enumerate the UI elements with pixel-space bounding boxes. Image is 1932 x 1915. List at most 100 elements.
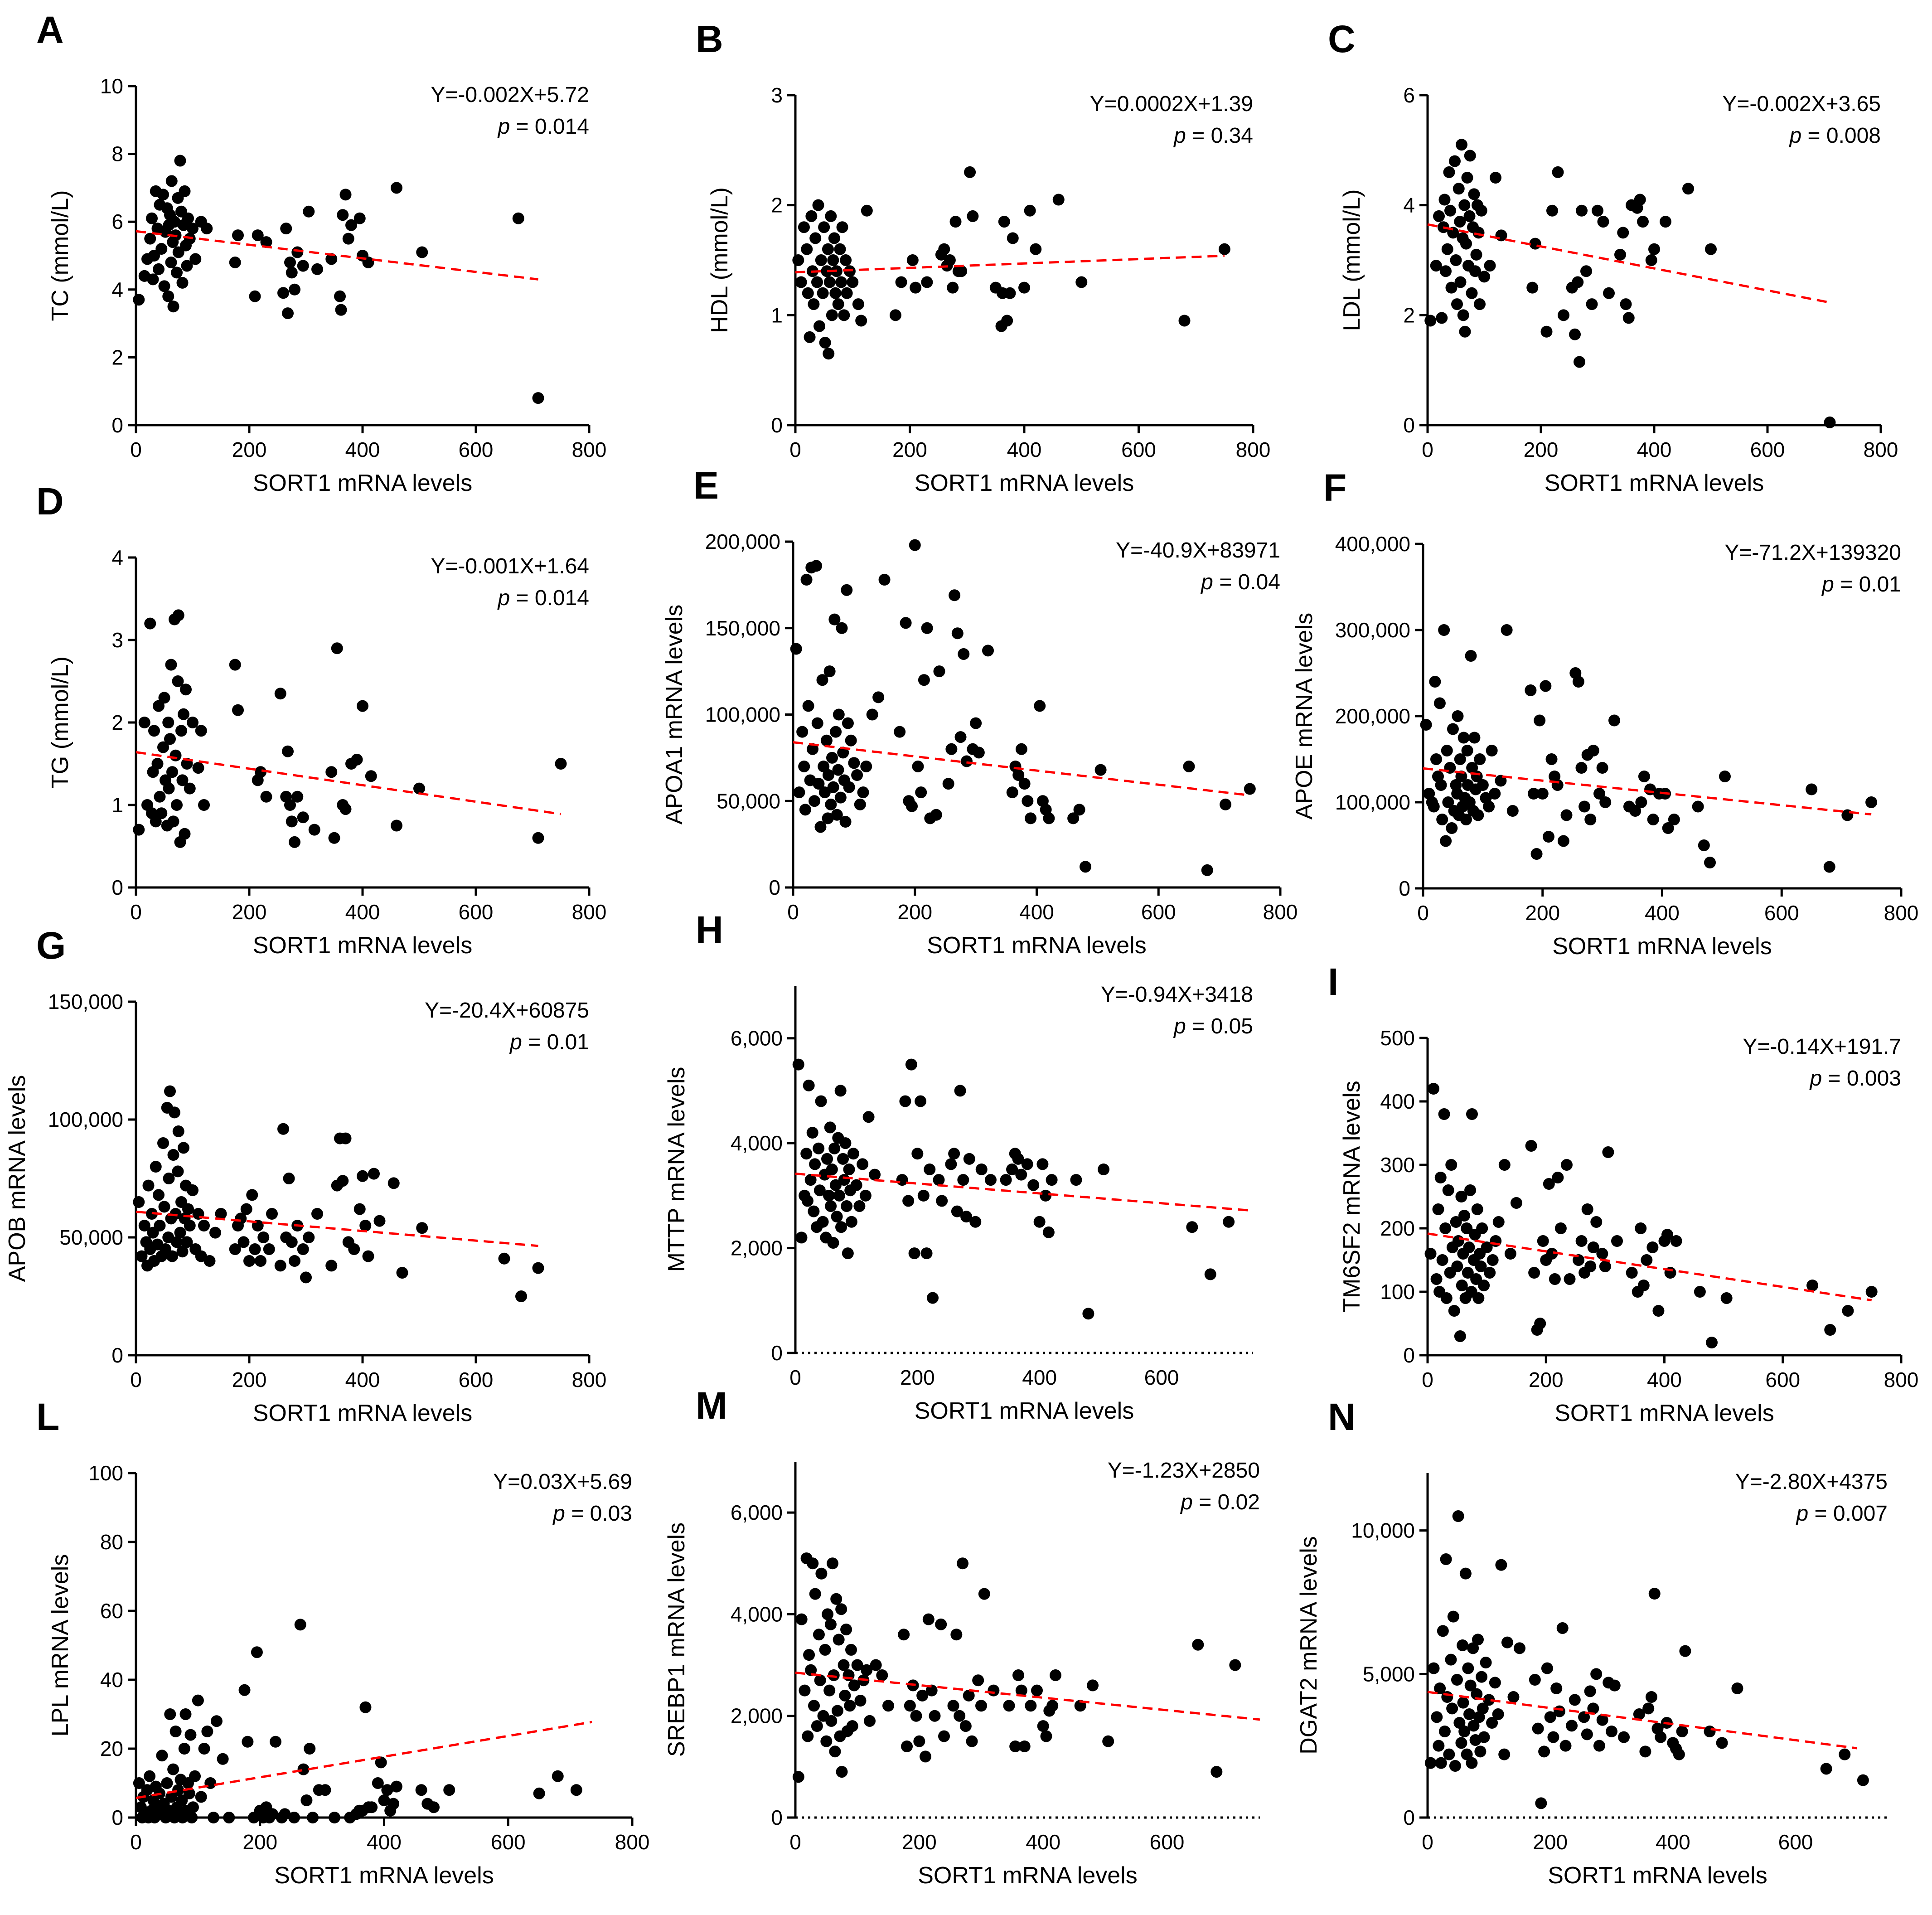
data-point <box>1015 1684 1027 1697</box>
x-tick-label: 600 <box>1150 1830 1185 1854</box>
panel-letter-l: L <box>36 1396 59 1438</box>
data-point <box>827 1237 839 1249</box>
data-point <box>924 1164 936 1175</box>
data-point <box>1648 1588 1661 1600</box>
p-value-text: p = 0.007 <box>1795 1502 1888 1526</box>
panel-b: B 0 200 400 600 800 0 1 2 3 SORT1 mRNA levels HDL (… <box>696 18 1270 496</box>
y-tick-label: 2,000 <box>731 1704 783 1728</box>
data-point <box>814 821 827 833</box>
data-point <box>1445 1653 1457 1666</box>
p-value: = 0.008 <box>1801 124 1881 148</box>
data-point <box>229 256 241 268</box>
data-point <box>817 287 829 299</box>
x-tick-label: 800 <box>572 900 607 924</box>
y-tick-label: 6,000 <box>731 1027 783 1050</box>
data-point <box>830 1593 843 1605</box>
y-tick-label: 5,000 <box>1363 1662 1415 1686</box>
data-point <box>837 747 849 759</box>
data-point <box>908 1247 920 1260</box>
data-point <box>325 1260 338 1272</box>
data-point <box>255 766 266 778</box>
y-tick-label: 40 <box>100 1668 123 1692</box>
data-point <box>1031 1684 1043 1697</box>
p-value-text: p = 0.003 <box>1809 1067 1901 1091</box>
data-point <box>1435 1757 1447 1769</box>
data-point <box>1692 800 1704 813</box>
data-point <box>1456 1280 1468 1291</box>
data-point <box>882 1700 894 1712</box>
data-point <box>1806 1280 1819 1291</box>
data-point <box>1438 194 1451 206</box>
data-point <box>814 1674 826 1687</box>
x-axis-title: SORT1 mRNA levels <box>253 470 473 496</box>
data-point <box>266 1208 278 1220</box>
data-point <box>1440 1553 1452 1565</box>
x-tick-label: 600 <box>491 1830 526 1854</box>
data-point <box>957 1174 969 1186</box>
data-point <box>1452 1235 1464 1247</box>
data-point <box>860 760 872 772</box>
data-point <box>838 1659 850 1671</box>
data-point <box>375 1756 387 1769</box>
x-tick-label: 400 <box>1019 900 1054 924</box>
data-point <box>1652 1305 1665 1317</box>
data-point <box>1040 1730 1052 1742</box>
data-point <box>838 1174 850 1186</box>
data-point <box>1530 848 1543 860</box>
data-point <box>229 1243 241 1255</box>
data-point <box>800 573 813 586</box>
y-tick-label: 4 <box>1403 194 1415 217</box>
data-point <box>172 1125 184 1137</box>
data-point <box>964 166 976 178</box>
data-point <box>833 1189 845 1202</box>
y-tick-label: 6 <box>1403 83 1415 107</box>
data-point <box>263 1243 275 1255</box>
data-point <box>1460 238 1472 250</box>
p-value-text: p = 0.01 <box>509 1030 589 1054</box>
data-point <box>351 753 363 766</box>
data-point <box>1704 857 1716 868</box>
p-value: = 0.01 <box>1834 572 1901 596</box>
data-point <box>1587 1702 1599 1715</box>
data-point <box>1474 753 1486 765</box>
y-tick-label: 3 <box>771 83 783 107</box>
data-point <box>1458 1210 1470 1222</box>
data-point <box>158 1201 170 1213</box>
data-points <box>133 1619 582 1823</box>
data-point <box>900 617 912 629</box>
data-point <box>167 301 179 313</box>
p-symbol: p <box>1795 1502 1808 1526</box>
panel-e: E 0 200 400 600 800 0 50,000 100,000 150,000 200,0… <box>661 464 1298 959</box>
data-point <box>1478 1280 1490 1291</box>
y-axis-title: APOE mRNA levels <box>1291 613 1317 820</box>
data-point <box>1535 1797 1547 1809</box>
data-point <box>894 726 906 738</box>
data-point <box>842 717 854 729</box>
x-tick-label: 600 <box>1121 438 1156 461</box>
data-point <box>1447 723 1459 735</box>
data-point <box>1457 1639 1469 1651</box>
data-point <box>1102 1735 1114 1747</box>
data-point <box>839 1689 851 1702</box>
data-point <box>954 731 967 743</box>
data-point <box>929 1710 941 1722</box>
data-point <box>150 1161 162 1173</box>
data-point <box>1599 1261 1611 1272</box>
data-point <box>1094 764 1107 776</box>
data-point <box>164 1085 176 1097</box>
data-point <box>1608 714 1620 727</box>
data-point <box>802 700 814 712</box>
panel-letter-n: N <box>1328 1396 1356 1438</box>
data-point <box>157 189 169 201</box>
p-value-text: p = 0.01 <box>1821 572 1901 596</box>
y-tick-label: 1 <box>111 793 123 817</box>
p-value: = 0.014 <box>510 586 589 610</box>
data-point <box>1437 1625 1449 1637</box>
data-point <box>815 1567 828 1580</box>
data-point <box>811 276 823 288</box>
data-point <box>1429 676 1441 688</box>
data-point <box>1456 139 1467 151</box>
data-point <box>792 1058 804 1071</box>
data-point <box>174 1227 186 1239</box>
panel-letter-a: A <box>36 9 64 51</box>
